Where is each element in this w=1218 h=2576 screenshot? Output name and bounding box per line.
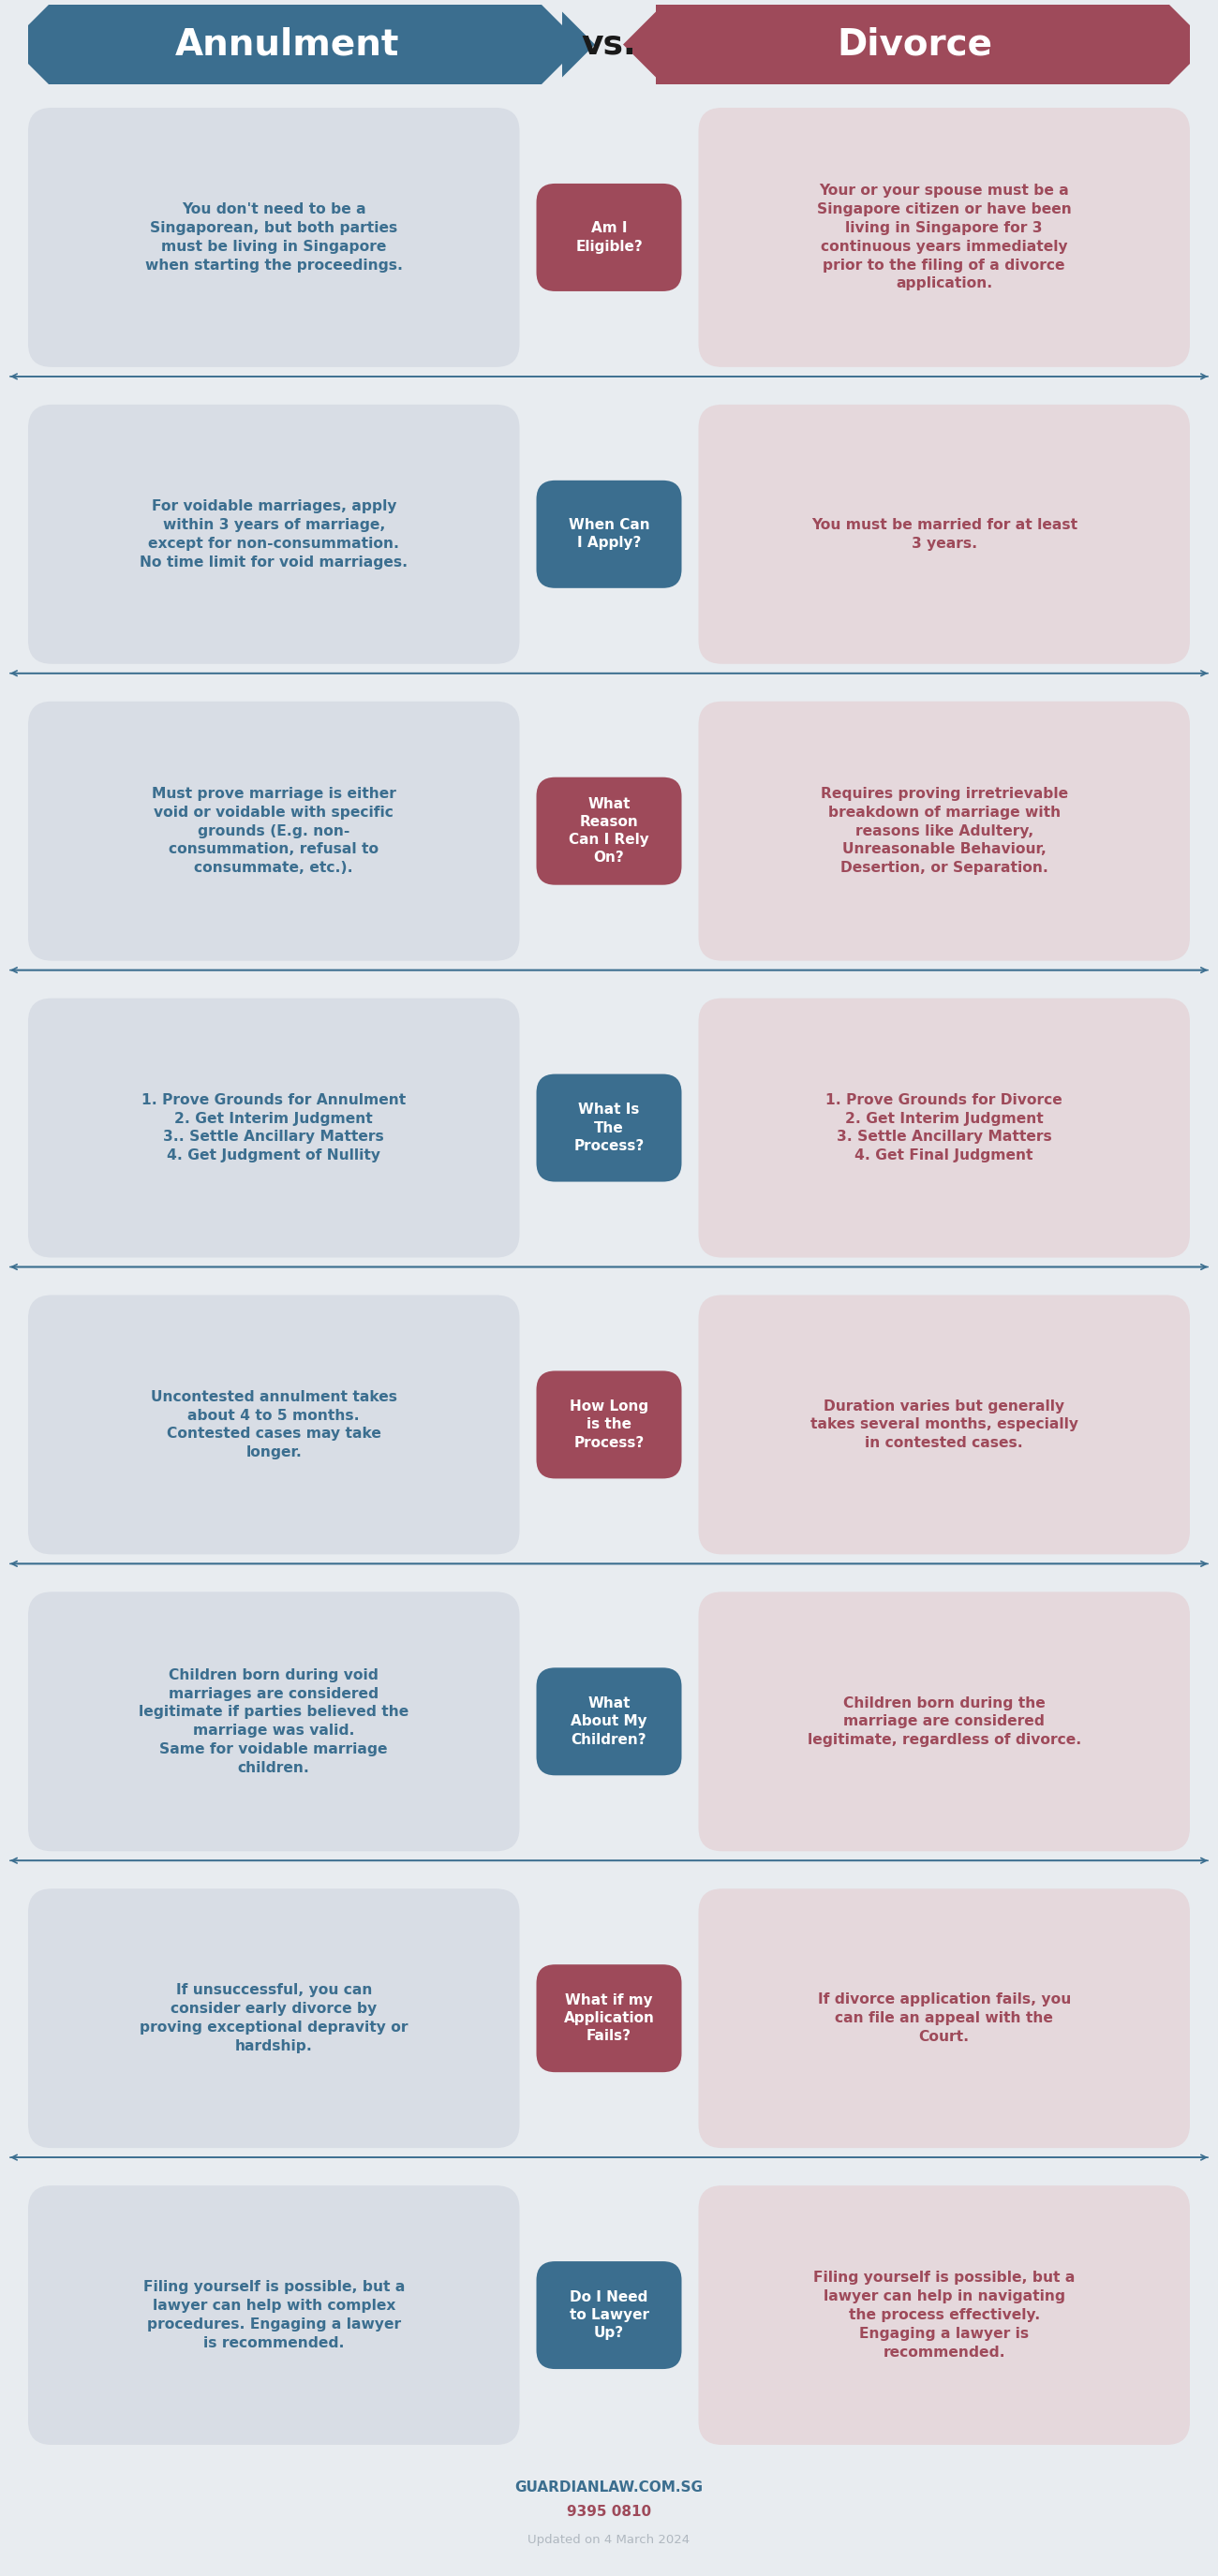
Text: Children born during void
marriages are considered
legitimate if parties believe: Children born during void marriages are … xyxy=(139,1669,409,1775)
FancyBboxPatch shape xyxy=(698,999,1190,1257)
FancyBboxPatch shape xyxy=(698,1296,1190,1553)
Text: Duration varies but generally
takes several months, especially
in contested case: Duration varies but generally takes seve… xyxy=(810,1399,1078,1450)
Text: What
Reason
Can I Rely
On?: What Reason Can I Rely On? xyxy=(569,796,649,866)
FancyBboxPatch shape xyxy=(698,404,1190,665)
FancyBboxPatch shape xyxy=(28,108,520,368)
Text: Must prove marriage is either
void or voidable with specific
grounds (E.g. non-
: Must prove marriage is either void or vo… xyxy=(151,786,396,876)
Text: Children born during the
marriage are considered
legitimate, regardless of divor: Children born during the marriage are co… xyxy=(808,1695,1082,1747)
Text: Filing yourself is possible, but a
lawyer can help with complex
procedures. Enga: Filing yourself is possible, but a lawye… xyxy=(143,2280,404,2349)
Text: Requires proving irretrievable
breakdown of marriage with
reasons like Adultery,: Requires proving irretrievable breakdown… xyxy=(821,786,1068,876)
FancyBboxPatch shape xyxy=(28,1592,520,1852)
FancyBboxPatch shape xyxy=(536,2262,682,2370)
PathPatch shape xyxy=(624,5,1190,85)
FancyBboxPatch shape xyxy=(28,2184,520,2445)
Text: vs.: vs. xyxy=(581,28,637,59)
Text: What if my
Application
Fails?: What if my Application Fails? xyxy=(564,1994,654,2043)
FancyBboxPatch shape xyxy=(536,479,682,587)
FancyBboxPatch shape xyxy=(698,2184,1190,2445)
Text: For voidable marriages, apply
within 3 years of marriage,
except for non-consumm: For voidable marriages, apply within 3 y… xyxy=(140,500,408,569)
FancyBboxPatch shape xyxy=(698,108,1190,368)
Text: Am I
Eligible?: Am I Eligible? xyxy=(575,222,643,252)
Text: 9395 0810: 9395 0810 xyxy=(566,2506,652,2519)
FancyBboxPatch shape xyxy=(28,1296,520,1553)
FancyBboxPatch shape xyxy=(536,1965,682,2071)
Text: If unsuccessful, you can
consider early divorce by
proving exceptional depravity: If unsuccessful, you can consider early … xyxy=(140,1984,408,2053)
FancyBboxPatch shape xyxy=(28,404,520,665)
FancyBboxPatch shape xyxy=(536,183,682,291)
FancyBboxPatch shape xyxy=(698,1592,1190,1852)
FancyBboxPatch shape xyxy=(536,1370,682,1479)
Text: Annulment: Annulment xyxy=(175,26,400,62)
Text: GUARDIANLAW.COM.SG: GUARDIANLAW.COM.SG xyxy=(515,2481,703,2494)
FancyBboxPatch shape xyxy=(536,1667,682,1775)
Text: What
About My
Children?: What About My Children? xyxy=(571,1698,647,1747)
FancyBboxPatch shape xyxy=(536,1074,682,1182)
FancyBboxPatch shape xyxy=(28,701,520,961)
FancyBboxPatch shape xyxy=(28,1888,520,2148)
Text: You don't need to be a
Singaporean, but both parties
must be living in Singapore: You don't need to be a Singaporean, but … xyxy=(145,204,403,273)
PathPatch shape xyxy=(28,5,594,85)
FancyBboxPatch shape xyxy=(698,1888,1190,2148)
FancyBboxPatch shape xyxy=(28,999,520,1257)
FancyBboxPatch shape xyxy=(536,778,682,886)
Text: You must be married for at least
3 years.: You must be married for at least 3 years… xyxy=(811,518,1077,551)
Text: Do I Need
to Lawyer
Up?: Do I Need to Lawyer Up? xyxy=(569,2290,649,2339)
FancyBboxPatch shape xyxy=(698,701,1190,961)
Text: Filing yourself is possible, but a
lawyer can help in navigating
the process eff: Filing yourself is possible, but a lawye… xyxy=(814,2272,1075,2360)
Text: When Can
I Apply?: When Can I Apply? xyxy=(569,518,649,551)
Text: 1. Prove Grounds for Divorce
2. Get Interim Judgment
3. Settle Ancillary Matters: 1. Prove Grounds for Divorce 2. Get Inte… xyxy=(826,1092,1062,1162)
Text: Your or your spouse must be a
Singapore citizen or have been
living in Singapore: Your or your spouse must be a Singapore … xyxy=(817,183,1072,291)
Text: 1. Prove Grounds for Annulment
2. Get Interim Judgment
3.. Settle Ancillary Matt: 1. Prove Grounds for Annulment 2. Get In… xyxy=(141,1092,406,1162)
Text: Uncontested annulment takes
about 4 to 5 months.
Contested cases may take
longer: Uncontested annulment takes about 4 to 5… xyxy=(151,1391,397,1461)
Text: What Is
The
Process?: What Is The Process? xyxy=(574,1103,644,1154)
Text: Updated on 4 March 2024: Updated on 4 March 2024 xyxy=(527,2535,691,2548)
Text: If divorce application fails, you
can file an appeal with the
Court.: If divorce application fails, you can fi… xyxy=(817,1994,1071,2043)
Text: How Long
is the
Process?: How Long is the Process? xyxy=(570,1399,648,1450)
Text: Divorce: Divorce xyxy=(837,26,993,62)
